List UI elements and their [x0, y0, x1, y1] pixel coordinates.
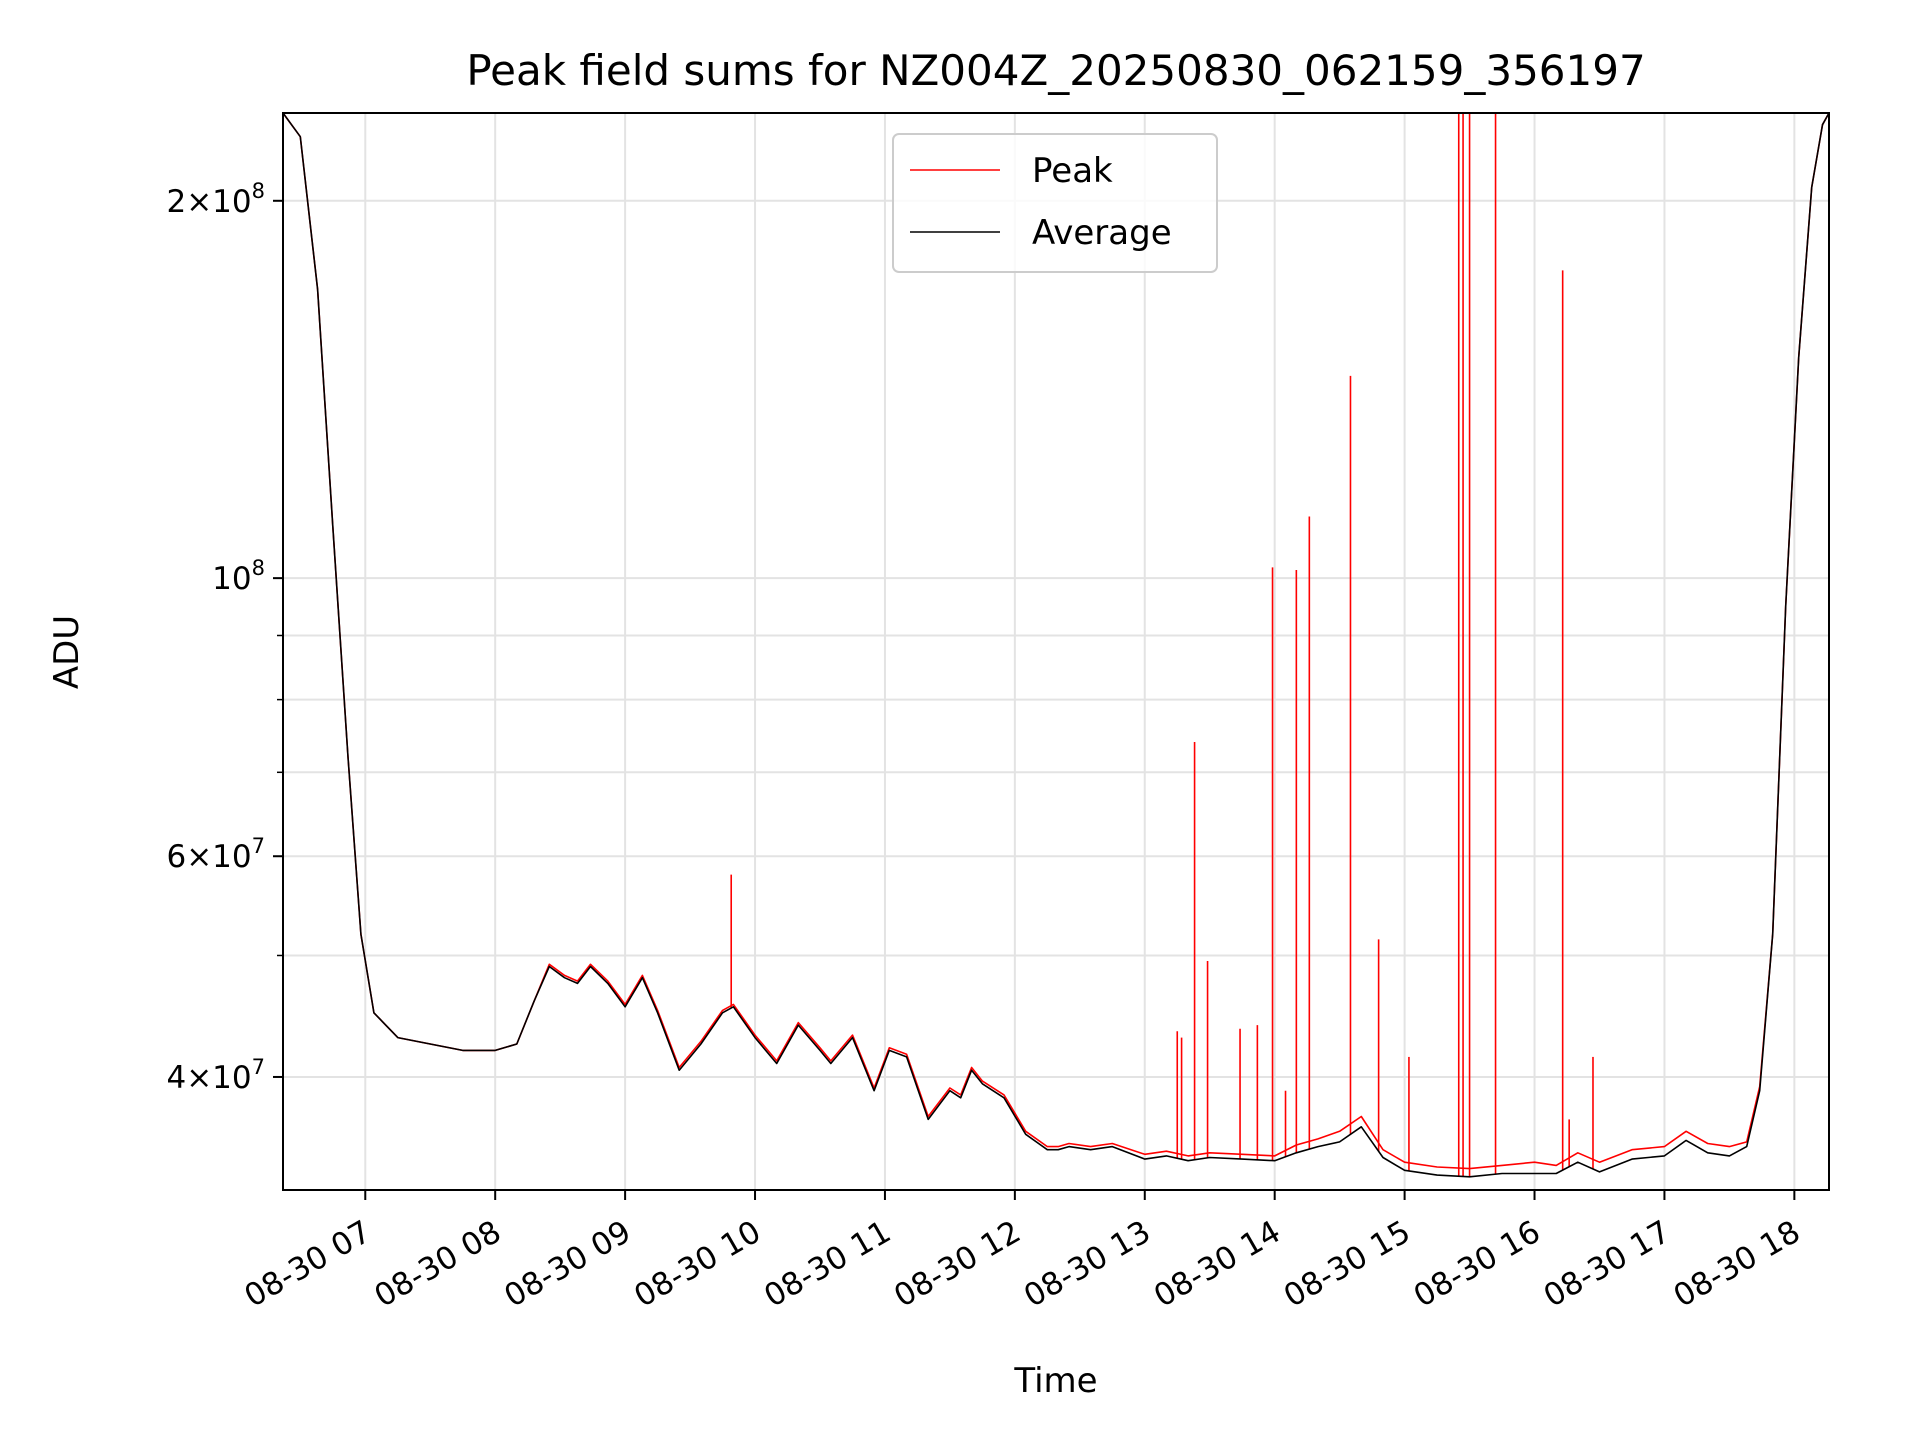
- y-tick-label: 6×107: [166, 834, 265, 875]
- y-tick-label: 2×108: [166, 179, 265, 220]
- plot-frame: [282, 112, 1830, 1191]
- grid: [283, 113, 1829, 1190]
- y-tick-label: 108: [212, 556, 265, 597]
- legend-label-average: Average: [1032, 213, 1172, 253]
- legend-box: [892, 133, 1218, 273]
- chart-title: Peak field sums for NZ004Z_20250830_0621…: [466, 46, 1645, 95]
- y-axis: 4×107 6×107 108 2×108: [166, 179, 283, 1096]
- y-tick-label: 4×107: [166, 1055, 265, 1096]
- x-axis-title: Time: [1013, 1361, 1097, 1401]
- legend: Peak Average: [892, 133, 1218, 273]
- series-lines: [282, 112, 1830, 1178]
- peak-spikes: [730, 113, 1594, 1177]
- series-line-average: [282, 112, 1830, 1178]
- legend-label-peak: Peak: [1032, 151, 1113, 191]
- y-axis-title: ADU: [47, 615, 87, 689]
